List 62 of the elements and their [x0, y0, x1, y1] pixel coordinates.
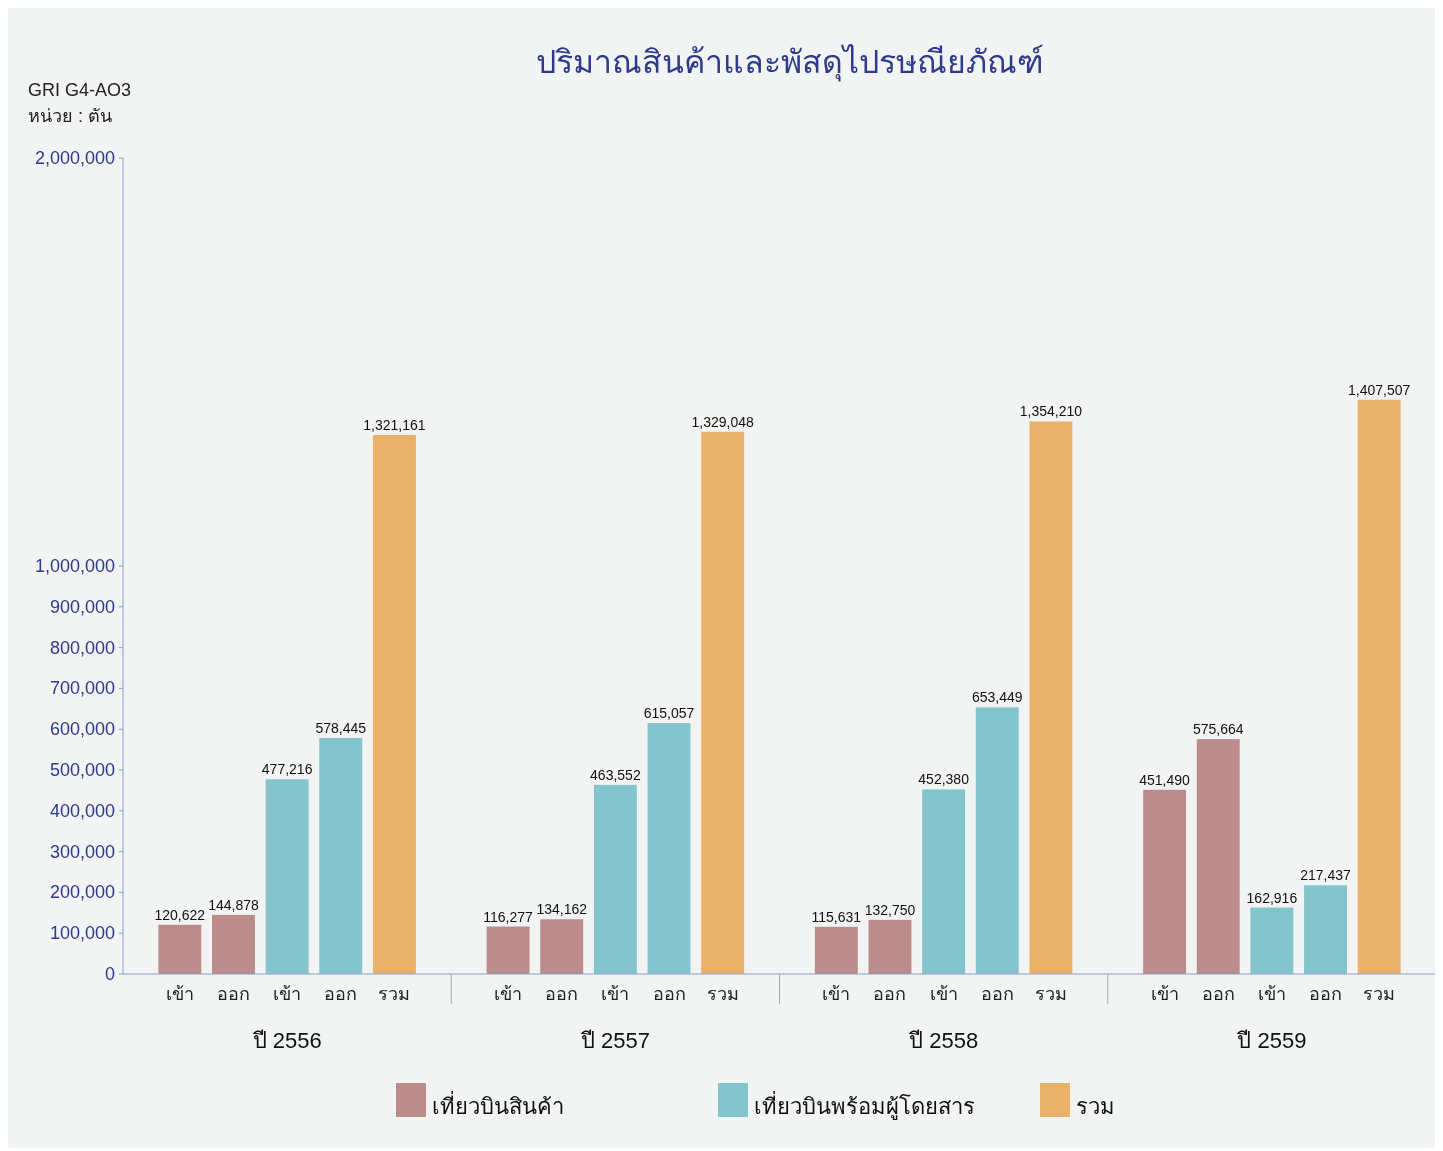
data-label: 115,631: [811, 908, 862, 925]
x-tick-label: ออก: [652, 984, 686, 1004]
data-label: 132,750: [864, 901, 916, 918]
y-tick-label: 900,000: [49, 596, 115, 617]
data-label: 451,490: [1139, 771, 1191, 788]
data-label: 1,354,210: [1019, 403, 1083, 420]
text: ปี 2556: [251, 1028, 322, 1053]
x-tick-label: รวม: [1363, 984, 1396, 1004]
legend-label: เที่ยวบินพร้อมผู้โดยสาร: [754, 1091, 975, 1120]
x-tick-label: เข้า: [822, 984, 851, 1004]
data-label: 653,449: [971, 689, 1023, 706]
data-label: 116,277: [483, 908, 534, 925]
chart-title: ปริมาณสินค้าและพัสดุไปรษณียภัณฑ์: [535, 44, 1044, 82]
data-label: 1,321,161: [363, 416, 426, 433]
data-label: 452,380: [918, 771, 970, 788]
x-tick-label: ออก: [545, 984, 579, 1004]
x-tick-label: รวม: [378, 984, 411, 1004]
data-label: 144,878: [208, 896, 259, 913]
x-tick-label: เข้า: [273, 984, 302, 1004]
data-label: 477,216: [261, 761, 313, 778]
data-label: 134,162: [536, 901, 588, 918]
x-tick-label: เข้า: [601, 984, 630, 1004]
x-tick-label: เข้า: [929, 984, 958, 1004]
data-label: 1,329,048: [691, 413, 755, 430]
x-tick-label: เข้า: [165, 984, 194, 1004]
legend-label: รวม: [1076, 1094, 1115, 1119]
y-tick-label: 300,000: [49, 841, 115, 862]
x-tick-label: ออก: [980, 984, 1014, 1004]
x-tick-label: เข้า: [494, 984, 523, 1004]
y-tick-label: 2,000,000: [34, 148, 115, 168]
data-label: 217,437: [1300, 867, 1352, 884]
x-tick-label: ออก: [1201, 984, 1235, 1004]
data-label: 615,057: [643, 705, 695, 722]
text: ปี 2558: [908, 1028, 979, 1053]
x-tick-label: ออก: [1309, 984, 1343, 1004]
chart-subtitle: GRI G4-AO3: [28, 80, 132, 100]
x-tick-label: เข้า: [1257, 984, 1286, 1004]
data-label: 578,445: [315, 719, 367, 736]
text: ปี 2557: [579, 1028, 650, 1053]
x-tick-label: ออก: [216, 984, 250, 1004]
x-tick-label: รวม: [1034, 984, 1067, 1004]
y-tick-label: 800,000: [49, 637, 115, 658]
y-tick-label: 0: [104, 964, 115, 984]
data-label: 120,622: [154, 906, 206, 923]
x-tick-label: ออก: [873, 984, 907, 1004]
data-label: 463,552: [590, 766, 641, 783]
x-tick-label: ออก: [324, 984, 358, 1004]
y-tick-label: 500,000: [49, 760, 115, 780]
y-axis-title: หน่วย : ตัน: [28, 106, 113, 126]
data-label: 1,407,507: [1348, 381, 1411, 398]
y-tick-label: 600,000: [49, 719, 115, 740]
y-tick-label: 700,000: [49, 678, 115, 699]
y-tick-label: 200,000: [49, 882, 115, 903]
y-tick-label: 400,000: [49, 800, 115, 821]
y-tick-label: 1,000,000: [34, 556, 115, 576]
y-tick-label: 100,000: [49, 923, 115, 944]
legend-label: เที่ยวบินสินค้า: [432, 1091, 564, 1119]
x-tick-label: รวม: [706, 984, 739, 1004]
text: ปี 2559: [1236, 1028, 1307, 1053]
data-label: 162,916: [1246, 889, 1298, 906]
data-label: 575,664: [1192, 721, 1244, 738]
x-tick-label: เข้า: [1150, 984, 1179, 1004]
